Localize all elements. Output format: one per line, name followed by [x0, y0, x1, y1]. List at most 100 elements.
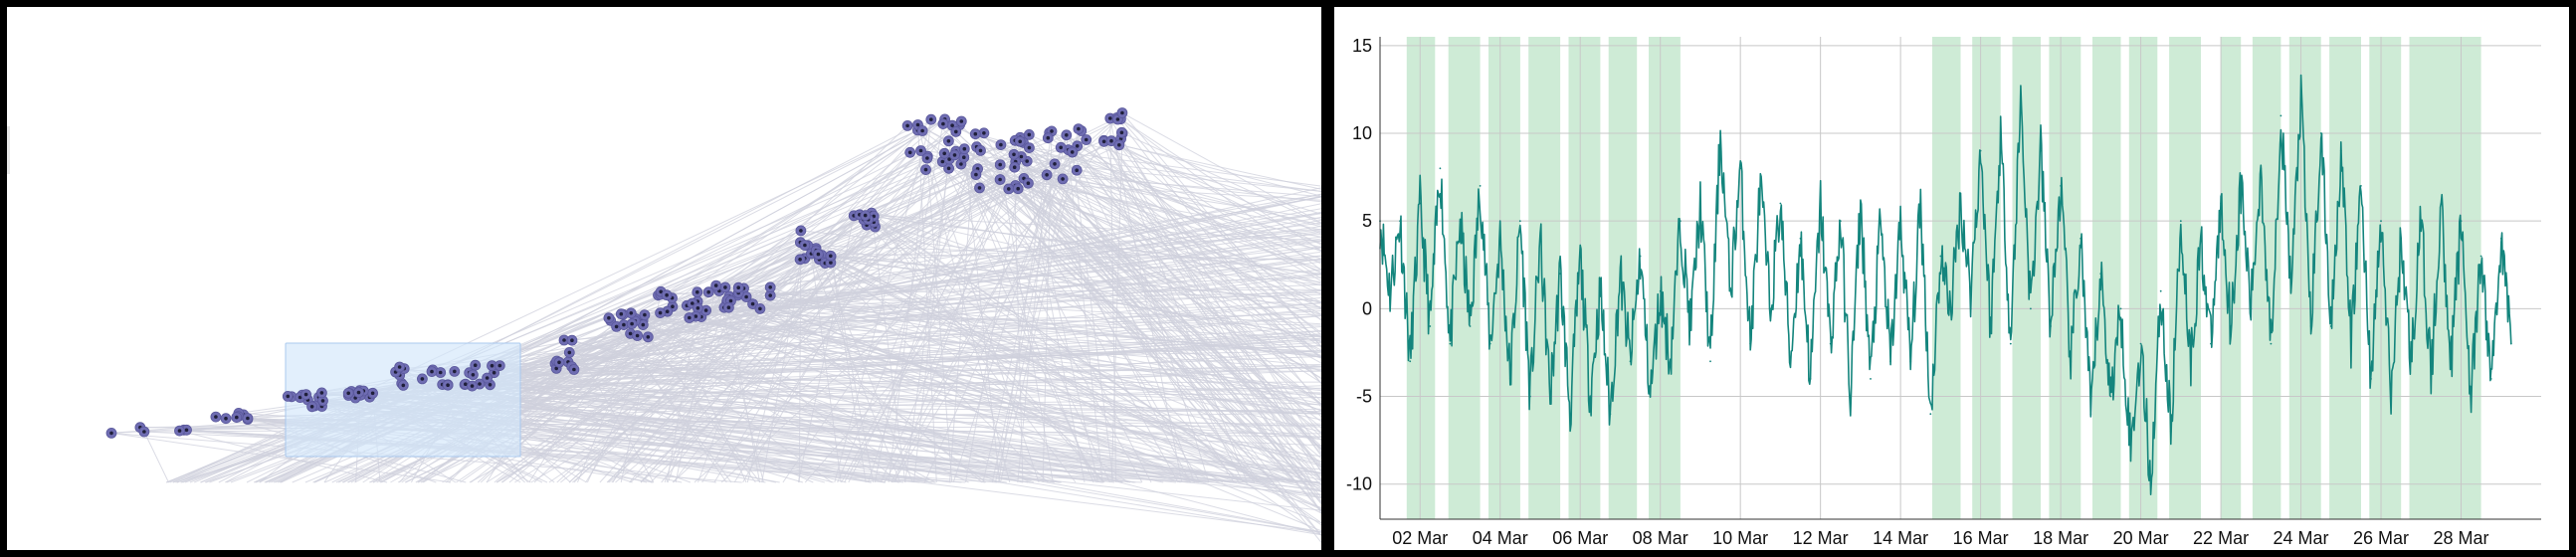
network-node[interactable]: [795, 225, 807, 237]
network-node[interactable]: [1012, 183, 1024, 195]
network-node[interactable]: [1067, 146, 1079, 158]
network-node[interactable]: [958, 143, 970, 155]
network-node[interactable]: [915, 145, 926, 156]
network-node[interactable]: [937, 118, 949, 129]
network-node[interactable]: [1116, 126, 1127, 138]
network-node[interactable]: [615, 308, 627, 320]
network-node[interactable]: [467, 380, 478, 392]
network-node[interactable]: [901, 120, 913, 131]
network-node[interactable]: [1003, 183, 1015, 195]
network-node[interactable]: [794, 254, 806, 266]
network-node[interactable]: [353, 387, 364, 399]
network-node[interactable]: [921, 152, 933, 164]
network-node[interactable]: [710, 279, 722, 291]
network-node[interactable]: [282, 390, 294, 402]
network-node[interactable]: [1061, 129, 1073, 141]
network-nodes[interactable]: [105, 107, 1128, 439]
network-node[interactable]: [639, 309, 651, 321]
network-node[interactable]: [1041, 169, 1053, 181]
network-node[interactable]: [970, 169, 982, 181]
network-graph[interactable]: [7, 7, 1321, 550]
network-node[interactable]: [1055, 141, 1067, 153]
network-node[interactable]: [692, 286, 703, 298]
network-node[interactable]: [825, 250, 837, 262]
network-node[interactable]: [938, 147, 950, 159]
network-node[interactable]: [1071, 164, 1083, 176]
network-node[interactable]: [655, 307, 666, 319]
network-node[interactable]: [1113, 139, 1125, 151]
network-node[interactable]: [950, 126, 962, 137]
network-node[interactable]: [994, 159, 1006, 171]
network-node[interactable]: [943, 135, 954, 147]
network-node[interactable]: [482, 372, 494, 384]
network-node[interactable]: [242, 413, 254, 424]
network-node[interactable]: [702, 286, 714, 298]
network-node[interactable]: [342, 387, 354, 399]
network-node[interactable]: [416, 373, 428, 385]
network-node[interactable]: [1023, 177, 1034, 189]
network-node[interactable]: [969, 128, 981, 140]
network-node[interactable]: [435, 367, 447, 378]
network-node[interactable]: [231, 412, 243, 424]
network-node[interactable]: [860, 210, 872, 222]
network-node[interactable]: [642, 331, 654, 343]
network-node[interactable]: [1023, 128, 1035, 140]
timeseries-chart[interactable]: 15 10 5 0 -5 -10 02 Mar 04 Mar 06 Mar 08 Mar 10 Ma…: [1334, 7, 2569, 550]
network-node[interactable]: [719, 281, 731, 293]
network-node[interactable]: [995, 139, 1007, 151]
network-node[interactable]: [563, 346, 575, 358]
network-node[interactable]: [994, 174, 1006, 185]
panel-resize-handle[interactable]: [7, 126, 10, 174]
network-node[interactable]: [661, 289, 673, 301]
network-node[interactable]: [732, 281, 744, 293]
network-node[interactable]: [367, 387, 379, 399]
network-node[interactable]: [603, 312, 615, 324]
network-node[interactable]: [220, 413, 232, 425]
network-node[interactable]: [1014, 135, 1026, 147]
network-node[interactable]: [394, 361, 406, 373]
network-node[interactable]: [315, 387, 327, 399]
network-node[interactable]: [813, 249, 824, 261]
network-node[interactable]: [723, 301, 734, 313]
network-node[interactable]: [553, 356, 565, 368]
network-node[interactable]: [1008, 148, 1020, 160]
network-node[interactable]: [426, 366, 438, 378]
network-node[interactable]: [920, 164, 931, 176]
network-node[interactable]: [1057, 173, 1069, 185]
network-node[interactable]: [210, 411, 222, 423]
network-node[interactable]: [1116, 107, 1128, 118]
network-node[interactable]: [684, 312, 695, 323]
network-node[interactable]: [974, 182, 985, 194]
network-node[interactable]: [1073, 123, 1085, 134]
network-node[interactable]: [470, 359, 482, 371]
network-node[interactable]: [754, 302, 766, 314]
network-node[interactable]: [566, 334, 578, 346]
network-node[interactable]: [442, 379, 454, 391]
network-node[interactable]: [138, 426, 150, 438]
network-node[interactable]: [632, 330, 643, 341]
network-node[interactable]: [1009, 161, 1021, 173]
network-node[interactable]: [799, 240, 811, 251]
network-node[interactable]: [1081, 134, 1092, 145]
network-node[interactable]: [1042, 132, 1054, 144]
network-node[interactable]: [955, 115, 967, 127]
network-node[interactable]: [494, 360, 505, 372]
network-node[interactable]: [449, 365, 461, 377]
network-node[interactable]: [764, 281, 776, 293]
network-node[interactable]: [300, 389, 312, 401]
network-node[interactable]: [105, 427, 117, 439]
network-node[interactable]: [904, 146, 916, 158]
network-node[interactable]: [306, 401, 318, 413]
network-node[interactable]: [978, 127, 990, 139]
network-node[interactable]: [626, 318, 638, 330]
network-node[interactable]: [975, 144, 986, 156]
network-node[interactable]: [1049, 158, 1061, 170]
network-node[interactable]: [568, 364, 580, 375]
network-node[interactable]: [467, 369, 479, 381]
network-node[interactable]: [397, 379, 409, 391]
network-node[interactable]: [174, 425, 185, 437]
network-node[interactable]: [1024, 142, 1035, 154]
network-node[interactable]: [916, 125, 928, 136]
network-node[interactable]: [949, 149, 960, 161]
network-node[interactable]: [637, 319, 649, 331]
